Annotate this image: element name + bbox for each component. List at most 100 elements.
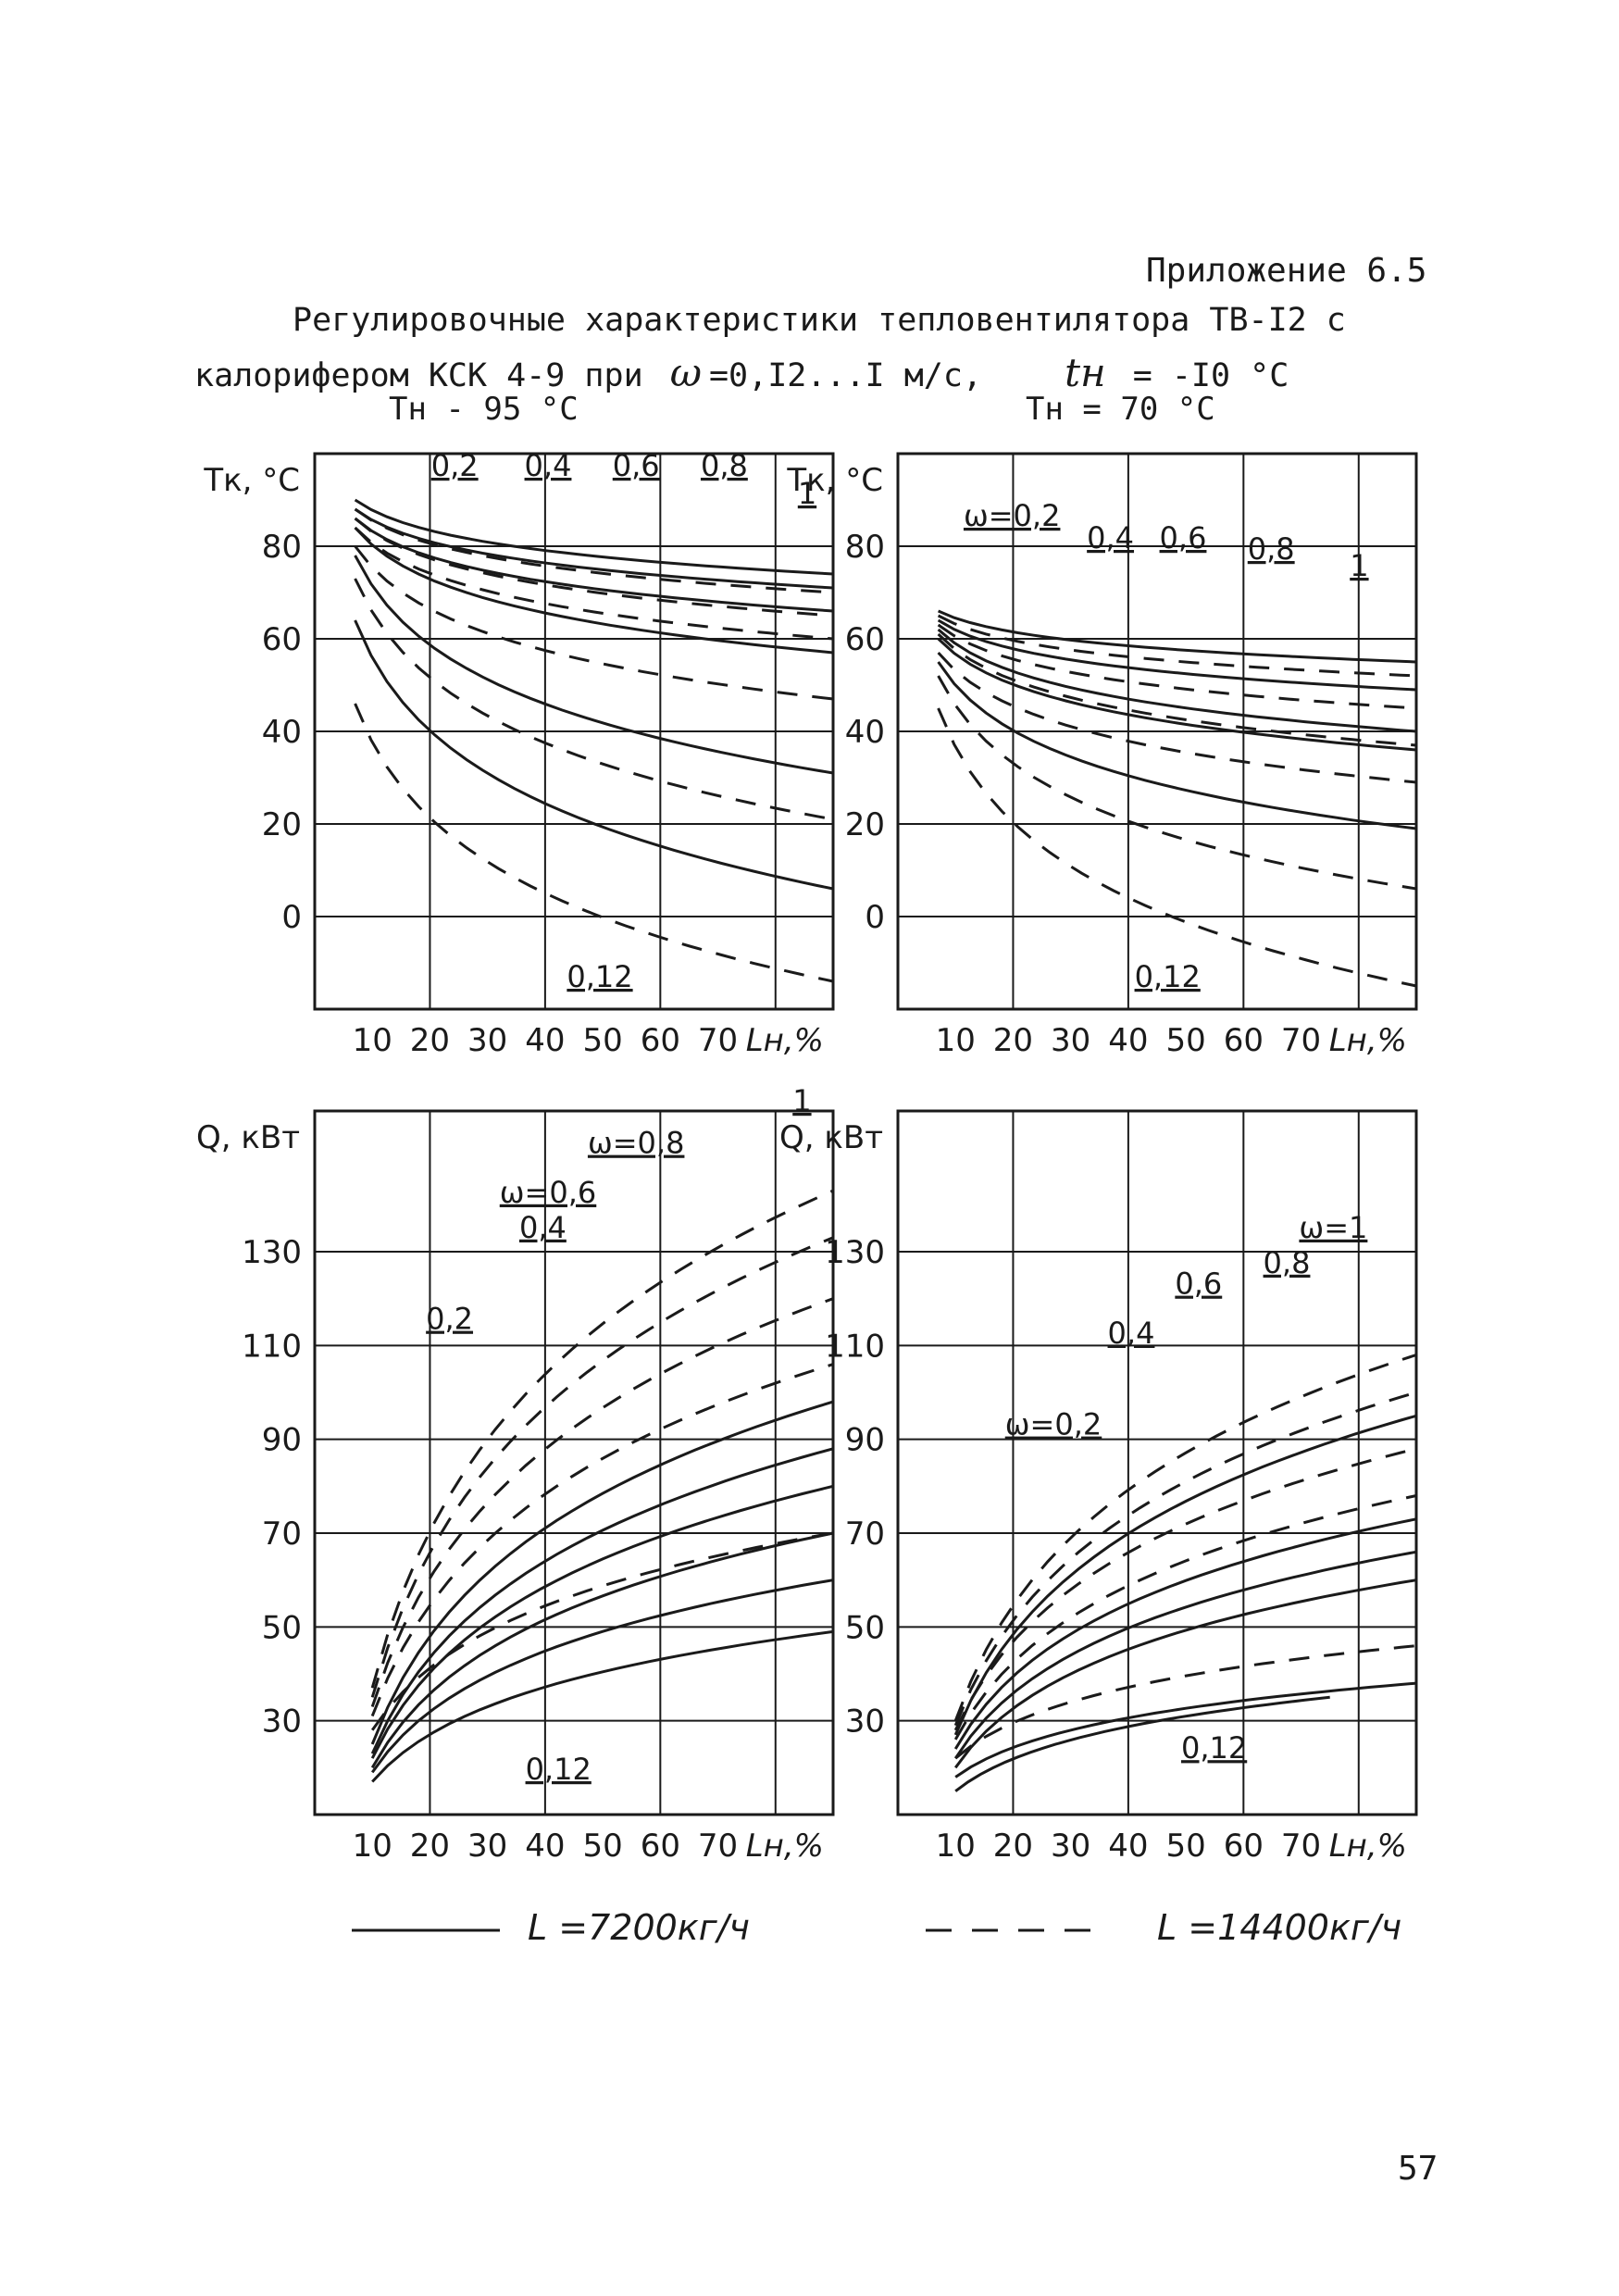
y-tick-label: 110 xyxy=(825,1328,885,1365)
y-tick-label: 90 xyxy=(845,1422,885,1459)
series-line-0-12-solid xyxy=(954,1695,1330,1792)
curve-label: 0,12 xyxy=(567,959,632,994)
x-tick-label: 10 xyxy=(936,1828,976,1865)
x-tick-label: 40 xyxy=(1108,1022,1148,1059)
curve-label: 0,4 xyxy=(1087,520,1134,555)
y-tick-label: 30 xyxy=(845,1703,885,1741)
series-line-0-8-dashed xyxy=(354,517,834,618)
y-tick-label: 70 xyxy=(262,1516,302,1553)
page-number: 57 xyxy=(1398,2150,1438,2188)
series-line-0-8-solid xyxy=(953,1517,1417,1750)
x-tick-label: 60 xyxy=(1224,1828,1264,1865)
series-line-0-4-solid xyxy=(370,1531,834,1769)
x-tick-label: 30 xyxy=(467,1022,507,1059)
x-tick-label: 50 xyxy=(582,1828,622,1865)
curve-label: 0,2 xyxy=(431,448,479,483)
series-line-0-2-dashed xyxy=(954,1644,1417,1760)
x-tick-label: 40 xyxy=(1108,1828,1148,1865)
y-tick-label: 110 xyxy=(242,1328,302,1365)
series-line-0-8-solid xyxy=(937,618,1417,692)
y-tick-label: 60 xyxy=(845,621,885,658)
series-line-0-12-solid xyxy=(354,619,834,891)
x-tick-label: 10 xyxy=(353,1022,392,1059)
y-tick-label: 90 xyxy=(262,1422,302,1459)
legend-dashed-label: L =14400кг/ч xyxy=(1157,1907,1401,1948)
x-tick-label: 70 xyxy=(698,1022,738,1059)
curve-label: 0,12 xyxy=(1181,1730,1247,1766)
series-line-0-6-dashed xyxy=(354,526,834,641)
curve-label: 0,12 xyxy=(526,1752,592,1787)
curve-label: 1 xyxy=(792,1083,811,1118)
y-tick-label: 20 xyxy=(262,806,302,843)
series-line-0-8-dashed xyxy=(953,1391,1417,1727)
x-tick-label: 20 xyxy=(410,1828,450,1865)
curve-label: 1 xyxy=(1350,548,1368,583)
series-line-0-2-solid xyxy=(354,555,834,775)
x-tick-label: 70 xyxy=(698,1828,738,1865)
series-line-0-8-solid xyxy=(370,1447,834,1754)
curve-label: 0,12 xyxy=(1135,959,1201,994)
x-tick-label: 50 xyxy=(1165,1828,1205,1865)
tn-symbol: tн xyxy=(1065,350,1106,395)
curve-label: 0,6 xyxy=(1160,520,1207,555)
series-line-0-6-solid xyxy=(953,1550,1417,1760)
series-line-0-6-solid xyxy=(937,628,1417,733)
tn-value: = -I0 °C xyxy=(1132,357,1289,394)
title-line-1: Регулировочные характеристики тепловенти… xyxy=(293,302,1346,339)
series-line-0-8-dashed xyxy=(937,623,1417,710)
x-axis-label: Lн,% xyxy=(746,1022,824,1059)
x-tick-label: 40 xyxy=(525,1022,565,1059)
series-line-0-12-dashed xyxy=(937,707,1417,988)
curve-label: 0,8 xyxy=(1264,1245,1311,1280)
y-tick-label: 70 xyxy=(845,1516,885,1553)
series-line-0-2-solid xyxy=(937,661,1417,830)
curve-label: 0,4 xyxy=(525,448,572,483)
series-line-0-6-solid xyxy=(354,517,834,613)
title-prefix: калорифером КСК 4-9 при xyxy=(194,357,643,394)
x-tick-label: 70 xyxy=(1281,1828,1321,1865)
series-line-0-12-dashed xyxy=(354,703,834,983)
curve-label: 1 xyxy=(798,476,816,511)
series-line-0-6-dashed xyxy=(370,1297,834,1707)
chart-tk-7200: 10 20 30 40 50 60 70 80 60 40 20 0 Тк, °C Lн,% 0,2 0,4 0… xyxy=(203,448,835,1059)
title-line-2: калорифером КСК 4-9 при ω =0,I2...I м/с, … xyxy=(194,350,1296,395)
series-line-1-solid xyxy=(938,609,1417,664)
y-tick-label: 30 xyxy=(262,1703,302,1741)
y-axis-label: Тк, °C xyxy=(786,462,883,499)
series-line-0-4-dashed xyxy=(354,545,834,701)
series-line-0-2-dashed xyxy=(354,578,834,821)
x-tick-label: 70 xyxy=(1281,1022,1321,1059)
series-line-1-solid xyxy=(370,1400,834,1745)
x-tick-label: 30 xyxy=(1051,1022,1090,1059)
x-tick-label: 10 xyxy=(936,1022,976,1059)
y-tick-label: 0 xyxy=(281,899,302,936)
y-tick-label: 50 xyxy=(845,1609,885,1646)
x-tick-label: 30 xyxy=(467,1828,507,1865)
chart-tk-14400: 10 20 30 40 50 60 70 80 60 40 20 0 Тк, °C Lн,% ω=0,2 0,… xyxy=(786,452,1418,1059)
curve-label: 0,6 xyxy=(613,448,660,483)
series-line-0-12-solid xyxy=(371,1629,834,1783)
x-tick-label: 10 xyxy=(353,1828,392,1865)
curve-label: ω=0,2 xyxy=(964,498,1061,533)
y-tick-label: 50 xyxy=(262,1609,302,1646)
curve-label: ω=1 xyxy=(1299,1210,1367,1245)
omega-symbol: ω xyxy=(669,350,702,395)
series-line-0-8-dashed xyxy=(370,1236,834,1698)
series-line-0-2-solid xyxy=(370,1578,834,1774)
y-tick-label: 40 xyxy=(262,714,302,751)
series-line-1-dashed xyxy=(370,1189,834,1689)
condition-left: Тн - 95 °C xyxy=(389,391,579,428)
y-tick-label: 0 xyxy=(865,899,885,936)
y-tick-label: 130 xyxy=(242,1234,302,1271)
series-line-0-4-dashed xyxy=(937,651,1417,784)
series-line-0-2-dashed xyxy=(937,675,1417,891)
plot-frame xyxy=(896,1109,1418,1816)
curve-label: 0,6 xyxy=(1175,1267,1222,1302)
x-tick-label: 60 xyxy=(641,1828,680,1865)
series-line-1-solid xyxy=(354,498,834,576)
plot-frame xyxy=(313,1109,835,1816)
appendix-label: Приложение 6.5 xyxy=(1146,252,1427,290)
series-line-0-6-dashed xyxy=(953,1447,1417,1731)
curve-label: ω=0,8 xyxy=(588,1126,685,1161)
curve-label: ω=0,6 xyxy=(500,1175,597,1210)
